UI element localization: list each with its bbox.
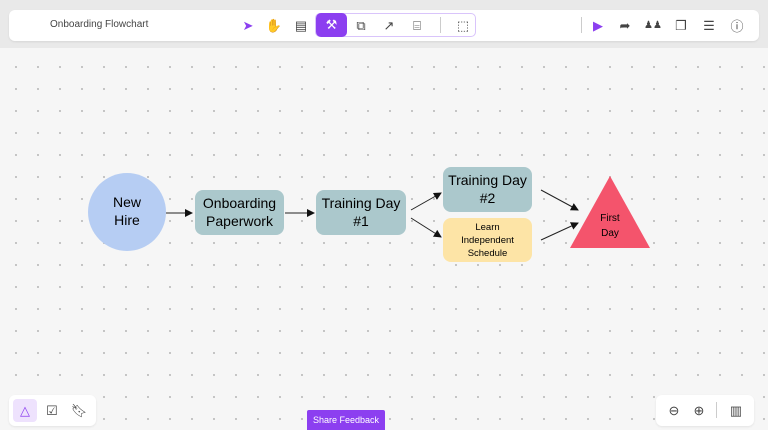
list-icon[interactable]: ☰ (703, 17, 715, 33)
node-label: Paperwork (206, 213, 274, 229)
zoom-out-icon[interactable]: ⊖ (668, 402, 680, 418)
bookmark-icon[interactable]: 🔖︎ (70, 402, 88, 418)
share-feedback-button[interactable]: Share Feedback (307, 410, 385, 430)
divider (716, 402, 717, 418)
connector-arrow[interactable] (410, 192, 442, 211)
node-onboarding-paperwork[interactable]: Onboarding Paperwork (195, 190, 284, 235)
bottom-right-toolbar: ⊖ ⊕ ▥ (656, 395, 754, 426)
flowchart: New Hire Onboarding Paperwork Training D… (88, 167, 650, 262)
node-label: Onboarding (203, 195, 276, 211)
node-label: Schedule (468, 248, 508, 259)
node-training-day-2[interactable]: Training Day #2 (443, 167, 532, 212)
share-icon[interactable]: ➦ (619, 17, 631, 33)
node-training-day-1[interactable]: Training Day #1 (316, 190, 406, 235)
tool-group (315, 13, 476, 37)
present-icon[interactable]: ▶ (593, 17, 603, 33)
text-frame-icon[interactable]: ⌸ (413, 17, 421, 33)
help-icon[interactable]: ⓘ (730, 19, 744, 34)
zoom-in-icon[interactable]: ⊕ (693, 402, 705, 418)
whiteboard-canvas[interactable]: New Hire Onboarding Paperwork Training D… (0, 48, 768, 430)
node-label: Hire (114, 212, 140, 228)
divider (440, 17, 441, 33)
arrow-icon[interactable]: ↗ (383, 17, 395, 33)
bottom-left-toolbar: △ ☑ 🔖︎ (9, 395, 96, 426)
hand-icon[interactable]: ✋ (265, 17, 283, 33)
connector-arrow[interactable] (540, 189, 579, 211)
node-learn-independent-schedule[interactable]: Learn Independent Schedule (443, 218, 532, 262)
connector-arrow[interactable] (410, 217, 442, 238)
board-title[interactable]: Onboarding Flowchart (50, 19, 149, 30)
node-label: Training Day (448, 172, 527, 188)
node-label: Independent (461, 235, 514, 246)
node-label: First (600, 213, 620, 224)
top-toolbar: Onboarding Flowchart ➤ ✋ ▤ ⚒ ⧉ ↗ ⌸ ⬚ ▶ ➦… (9, 10, 759, 41)
tools-icon[interactable]: ⚒ (316, 13, 347, 37)
shapes-library-icon[interactable]: △ (13, 399, 37, 422)
checklist-icon[interactable]: ☑ (46, 402, 58, 418)
comments-icon[interactable]: ❐ (675, 17, 687, 33)
node-new-hire[interactable]: New Hire (88, 173, 166, 251)
selection-frame-icon[interactable]: ⬚ (456, 17, 470, 33)
node-label: New (113, 194, 142, 210)
node-first-day[interactable]: First Day (570, 176, 650, 248)
select-icon[interactable]: ➤ (242, 17, 254, 33)
node-label: Day (601, 228, 619, 239)
sticky-note-icon[interactable]: ▤ (294, 17, 308, 33)
node-label: #2 (480, 190, 496, 206)
map-icon[interactable]: ▥ (729, 402, 743, 418)
node-label: #1 (353, 213, 369, 229)
collaborators-icon[interactable]: ♟♟ (644, 20, 662, 31)
divider (581, 17, 582, 33)
shapes-icon[interactable]: ⧉ (356, 17, 366, 33)
node-label: Learn (475, 222, 499, 233)
node-label: Training Day (322, 195, 401, 211)
connector-arrow[interactable] (540, 222, 579, 241)
